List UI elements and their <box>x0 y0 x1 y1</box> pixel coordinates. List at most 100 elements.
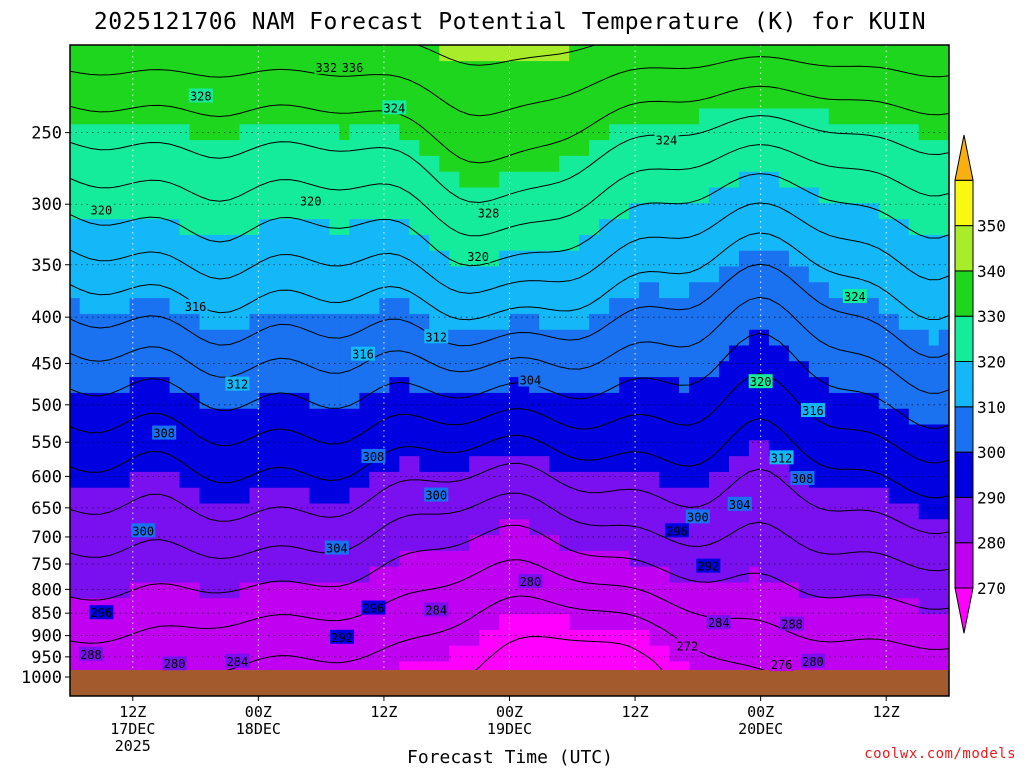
temperature-band-cell <box>858 613 870 630</box>
temperature-band-cell <box>70 139 81 156</box>
temperature-band-cell <box>129 502 141 520</box>
temperature-band-cell <box>928 297 940 314</box>
temperature-band-cell <box>868 487 880 504</box>
temperature-band-cell <box>489 155 500 172</box>
temperature-band-cell <box>129 45 141 62</box>
temperature-band-cell <box>659 344 670 362</box>
temperature-band-cell <box>169 376 181 393</box>
temperature-band-cell <box>649 92 660 109</box>
temperature-band-cell <box>99 45 111 62</box>
temperature-band-cell <box>219 502 231 520</box>
temperature-band-cell <box>289 329 301 346</box>
temperature-band-cell <box>439 202 450 220</box>
temperature-band-cell <box>499 60 510 77</box>
temperature-band-cell <box>569 313 580 330</box>
temperature-band-cell <box>549 518 560 536</box>
temperature-band-cell <box>329 155 340 172</box>
temperature-band-cell <box>349 45 360 62</box>
temperature-band-cell <box>529 297 540 314</box>
temperature-band-cell <box>818 566 830 583</box>
temperature-band-cell <box>489 629 500 646</box>
temperature-band-cell <box>619 629 630 646</box>
temperature-band-cell <box>379 76 390 93</box>
contour-label-bg <box>330 629 355 644</box>
temperature-band-cell <box>918 597 930 615</box>
temperature-band-cell <box>509 423 520 441</box>
temperature-band-cell <box>858 107 870 125</box>
temperature-band-cell <box>938 455 949 472</box>
temperature-band-cell <box>679 329 690 346</box>
contour-label: 284 <box>227 655 249 669</box>
temperature-band-cell <box>858 392 870 409</box>
temperature-band-cell <box>609 107 620 125</box>
temperature-band-cell <box>619 518 630 536</box>
temperature-band-cell <box>758 60 770 77</box>
temperature-band-cell <box>509 645 520 662</box>
temperature-band-cell <box>239 281 251 299</box>
temperature-band-cell <box>549 376 560 393</box>
temperature-band-cell <box>489 76 500 93</box>
contour-label: 276 <box>771 658 793 672</box>
temperature-band-cell <box>469 265 480 283</box>
temperature-band-cell <box>419 423 430 441</box>
temperature-band-cell <box>419 566 430 583</box>
temperature-band-cell <box>149 60 161 77</box>
temperature-band-cell <box>629 423 640 441</box>
temperature-band-cell <box>129 613 141 630</box>
temperature-band-cell <box>199 645 211 662</box>
credit-link[interactable]: coolwx.com/models <box>864 746 1016 762</box>
temperature-band-cell <box>858 597 870 615</box>
temperature-band-cell <box>569 218 580 235</box>
temperature-band-cell <box>778 60 790 77</box>
temperature-band-cell <box>808 76 820 93</box>
temperature-band-cell <box>79 566 91 583</box>
temperature-band-cell <box>808 329 820 346</box>
temperature-band-cell <box>479 155 490 172</box>
temperature-band-cell <box>748 92 760 109</box>
temperature-band-cell <box>119 45 131 62</box>
temperature-band-cell <box>79 234 91 251</box>
temperature-band-cell <box>329 139 340 156</box>
temperature-band-cell <box>269 518 281 536</box>
contour-label-bg <box>188 88 213 103</box>
temperature-band-cell <box>169 329 181 346</box>
colorbar-segment <box>954 315 974 363</box>
temperature-band-cell <box>279 423 291 441</box>
temperature-band-cell <box>249 250 261 267</box>
isentrope-328 <box>70 115 949 203</box>
temperature-band-cell <box>109 139 121 156</box>
temperature-band-cell <box>639 423 650 441</box>
temperature-band-cell <box>778 202 790 220</box>
temperature-band-cell <box>509 297 520 314</box>
temperature-band-cell <box>788 297 800 314</box>
temperature-band-cell <box>269 107 281 125</box>
temperature-band-cell <box>609 76 620 93</box>
temperature-band-cell <box>768 629 780 646</box>
temperature-band-cell <box>569 629 580 646</box>
temperature-band-cell <box>569 645 580 662</box>
temperature-band-cell <box>908 502 920 520</box>
temperature-band-cell <box>199 344 211 362</box>
temperature-band-cell <box>659 92 670 109</box>
temperature-band-cell <box>718 376 730 393</box>
temperature-band-cell <box>279 629 291 646</box>
temperature-band-cell <box>429 155 440 172</box>
temperature-band-cell <box>289 518 301 536</box>
temperature-band-cell <box>569 581 580 599</box>
colorbar-segment <box>954 134 974 181</box>
temperature-band-cell <box>219 218 231 235</box>
temperature-band-cell <box>549 597 560 615</box>
temperature-band-cell <box>868 423 880 441</box>
temperature-band-cell <box>559 265 570 283</box>
temperature-band-cell <box>479 60 490 77</box>
temperature-band-cell <box>459 392 470 409</box>
temperature-band-cell <box>619 45 630 62</box>
temperature-band-cell <box>109 218 121 235</box>
temperature-band-cell <box>329 202 340 220</box>
temperature-band-cell <box>169 629 181 646</box>
temperature-band-cell <box>329 376 340 393</box>
temperature-band-cell <box>70 518 81 536</box>
temperature-band-cell <box>908 471 920 488</box>
temperature-band-cell <box>229 186 241 204</box>
temperature-band-cell <box>209 581 221 599</box>
